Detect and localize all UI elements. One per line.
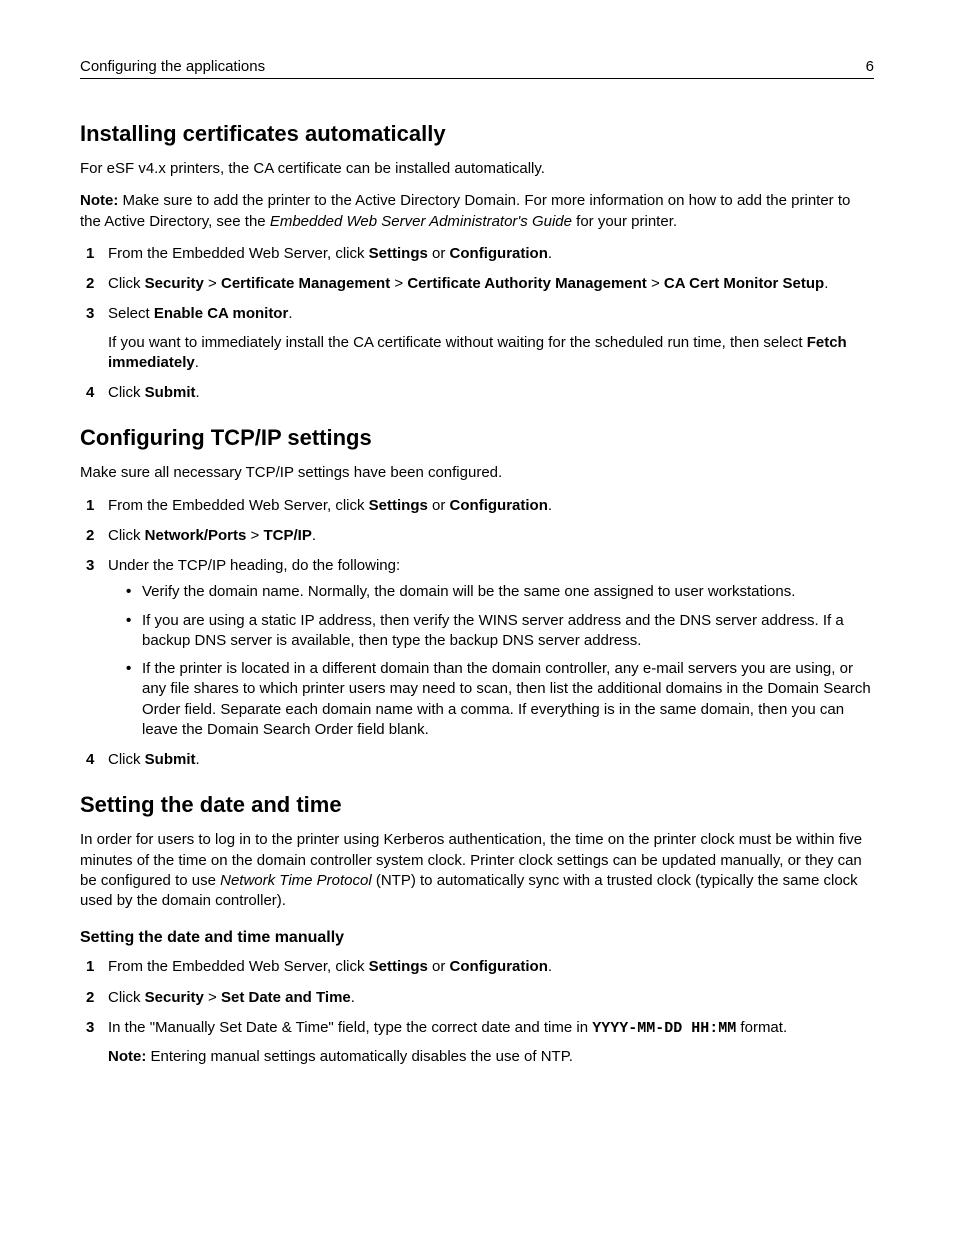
ui-term: TCP/IP (263, 527, 311, 544)
ui-term: Submit (145, 384, 196, 401)
text: Click (108, 527, 145, 544)
step-item: Click Network/Ports > TCP/IP. (80, 526, 874, 546)
step-item: From the Embedded Web Server, click Sett… (80, 244, 874, 264)
ui-term: Settings (369, 497, 428, 514)
text: From the Embedded Web Server, click (108, 497, 369, 514)
bullet-item: If you are using a static IP address, th… (126, 611, 874, 652)
note-label: Note: (108, 1048, 146, 1065)
note-paragraph: Note: Make sure to add the printer to th… (80, 191, 874, 232)
note-label: Note: (80, 192, 118, 209)
text: . (548, 497, 552, 514)
text: or (428, 497, 450, 514)
ordered-steps: From the Embedded Web Server, click Sett… (80, 244, 874, 404)
ui-term: Configuration (450, 245, 548, 262)
text: > (204, 275, 221, 292)
text: Click (108, 275, 145, 292)
text: Select (108, 305, 154, 322)
text: or (428, 245, 450, 262)
emphasis: Embedded Web Server Administrator's Guid… (270, 213, 572, 230)
text: Click (108, 989, 145, 1006)
ui-term: Enable CA monitor (154, 305, 288, 322)
step-extra: If you want to immediately install the C… (108, 333, 874, 374)
text: . (548, 245, 552, 262)
ui-term: Certificate Authority Management (407, 275, 646, 292)
text: for your printer. (572, 213, 677, 230)
bullet-item: Verify the domain name. Normally, the do… (126, 582, 874, 602)
text: In the "Manually Set Date & Time" field,… (108, 1019, 592, 1036)
text: > (246, 527, 263, 544)
text: From the Embedded Web Server, click (108, 958, 369, 975)
paragraph: For eSF v4.x printers, the CA certificat… (80, 159, 874, 179)
code-text: YYYY-MM-DD HH:MM (592, 1020, 736, 1037)
section-heading: Configuring TCP/IP settings (80, 425, 874, 451)
step-item: Click Security > Set Date and Time. (80, 988, 874, 1008)
paragraph: Make sure all necessary TCP/IP settings … (80, 463, 874, 483)
text: Click (108, 384, 145, 401)
ordered-steps: From the Embedded Web Server, click Sett… (80, 957, 874, 1067)
ui-term: Security (145, 989, 204, 1006)
step-item: Click Submit. (80, 383, 874, 403)
text: format. (736, 1019, 787, 1036)
page-header: Configuring the applications 6 (80, 58, 874, 79)
paragraph: In order for users to log in to the prin… (80, 830, 874, 911)
text: > (204, 989, 221, 1006)
text: > (390, 275, 407, 292)
text: . (824, 275, 828, 292)
ui-term: Configuration (450, 958, 548, 975)
text: . (351, 989, 355, 1006)
ui-term: Submit (145, 751, 196, 768)
ui-term: Security (145, 275, 204, 292)
text: Entering manual settings automatically d… (146, 1048, 573, 1065)
bullet-item: If the printer is located in a different… (126, 659, 874, 740)
ui-term: CA Cert Monitor Setup (664, 275, 824, 292)
ui-term: Settings (369, 245, 428, 262)
emphasis: Network Time Protocol (220, 872, 372, 889)
header-title: Configuring the applications (80, 58, 265, 75)
text: Under the TCP/IP heading, do the followi… (108, 557, 400, 574)
bullet-list: Verify the domain name. Normally, the do… (126, 582, 874, 740)
text: . (196, 384, 200, 401)
section-heading: Setting the date and time (80, 792, 874, 818)
page-number: 6 (866, 58, 874, 75)
text: . (288, 305, 292, 322)
step-item: Select Enable CA monitor. If you want to… (80, 304, 874, 373)
text: Click (108, 751, 145, 768)
ui-term: Set Date and Time (221, 989, 351, 1006)
text: . (196, 751, 200, 768)
step-item: Click Security > Certificate Management … (80, 274, 874, 294)
text: > (647, 275, 664, 292)
step-item: In the "Manually Set Date & Time" field,… (80, 1018, 874, 1068)
section-heading: Installing certificates automatically (80, 121, 874, 147)
step-item: Click Submit. (80, 750, 874, 770)
text: From the Embedded Web Server, click (108, 245, 369, 262)
text: . (312, 527, 316, 544)
ui-term: Configuration (450, 497, 548, 514)
text: . (548, 958, 552, 975)
subsection-heading: Setting the date and time manually (80, 929, 874, 947)
ordered-steps: From the Embedded Web Server, click Sett… (80, 496, 874, 771)
step-item: Under the TCP/IP heading, do the followi… (80, 556, 874, 740)
step-note: Note: Entering manual settings automatic… (108, 1047, 874, 1067)
document-page: Configuring the applications 6 Installin… (0, 0, 954, 1235)
ui-term: Certificate Management (221, 275, 390, 292)
text: . (195, 354, 199, 371)
text: or (428, 958, 450, 975)
ui-term: Network/Ports (145, 527, 247, 544)
text: If you want to immediately install the C… (108, 334, 807, 351)
ui-term: Settings (369, 958, 428, 975)
step-item: From the Embedded Web Server, click Sett… (80, 957, 874, 977)
step-item: From the Embedded Web Server, click Sett… (80, 496, 874, 516)
